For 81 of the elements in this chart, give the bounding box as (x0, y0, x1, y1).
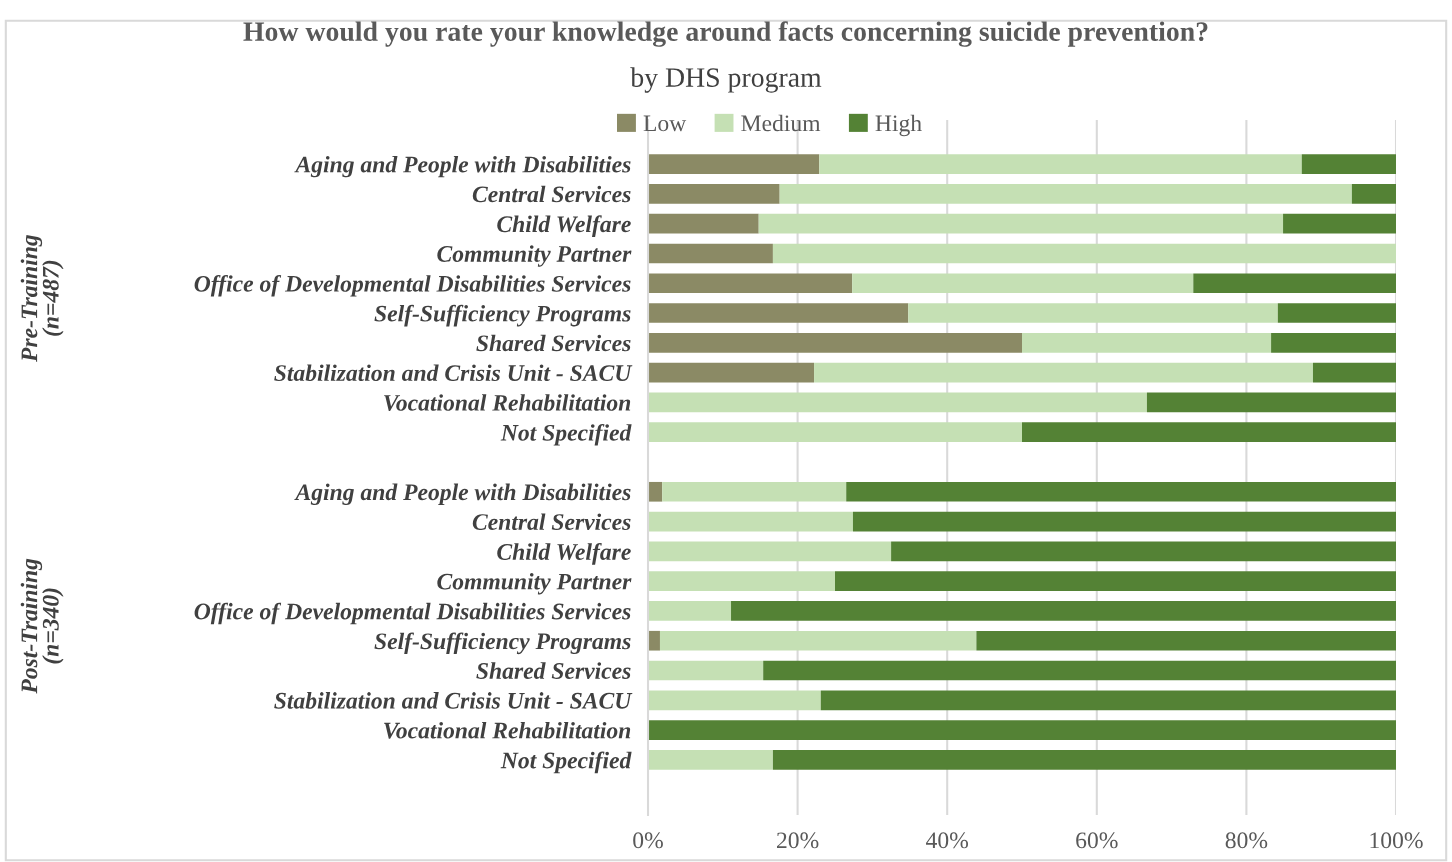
y-tick-label: Shared Services (476, 334, 631, 352)
bar (659, 630, 977, 651)
bar (772, 243, 1396, 264)
bar (1022, 333, 1272, 353)
bar (819, 154, 1302, 174)
y-tick-label: Aging and People with Disabilities (294, 483, 631, 505)
x-tick-label: 100% (1370, 832, 1423, 849)
bar (648, 660, 764, 681)
y-tick-label: Central Services (472, 513, 631, 530)
bar (648, 481, 663, 502)
bar (1351, 184, 1396, 204)
bar (1277, 303, 1396, 323)
bar (1283, 213, 1396, 234)
y-tick-label: Shared Services (476, 662, 631, 679)
bar (648, 273, 853, 294)
x-tick-label: 60% (1076, 832, 1118, 849)
bar (648, 630, 660, 651)
bar (648, 750, 773, 770)
bar (648, 333, 1022, 353)
y-tick-label: Child Welfare (497, 215, 631, 238)
bar (648, 511, 853, 532)
bar (891, 541, 1396, 562)
bar (648, 303, 909, 323)
bar (662, 481, 847, 502)
bar (731, 601, 1396, 621)
bar (1301, 154, 1396, 174)
x-tick-label: 80% (1225, 832, 1268, 849)
y-tick-label: Office of Developmental Disabilities Services (194, 274, 631, 297)
y-tick-label: Stabilization and Crisis Unit - SACU (274, 364, 633, 382)
bar (820, 690, 1396, 711)
y-tick-label: Community Partner (437, 572, 632, 595)
bar (772, 750, 1396, 770)
y-tick-label: Not Specified (500, 751, 632, 774)
bar (648, 184, 780, 204)
bar (908, 303, 1278, 323)
bar (976, 630, 1396, 651)
bar (852, 273, 1194, 294)
y-tick-label: Not Specified (500, 423, 632, 446)
bar (1193, 273, 1396, 294)
y-tick-label: Vocational Rehabilitation (384, 721, 631, 739)
bar (648, 720, 1396, 740)
bar (846, 481, 1396, 502)
bar (648, 154, 820, 174)
y-tick-label: Community Partner (437, 245, 632, 267)
bar (814, 362, 1313, 383)
bar (648, 243, 773, 264)
y-tick-label: Aging and People with Disabilities (294, 155, 631, 178)
y-tick-label: Office of Developmental Disabilities Services (194, 602, 631, 625)
bar (1022, 422, 1396, 443)
bar (758, 213, 1284, 234)
bar (648, 362, 815, 383)
text: Post-Training (n=340) (20, 558, 64, 694)
legend-label: Medium (741, 114, 821, 132)
legend-label: Low (643, 115, 687, 132)
x-tick-label: 40% (926, 832, 969, 849)
chart-subtitle: by DHS program (630, 67, 822, 93)
bar (779, 184, 1352, 204)
bar (648, 690, 821, 711)
y-tick-label: Stabilization and Crisis Unit - SACU (274, 692, 633, 709)
y-tick-label: Self-Sufficiency Programs (374, 304, 631, 327)
legend-label: High (875, 114, 922, 137)
y-tick-label: Child Welfare (497, 543, 631, 565)
bar (648, 392, 1147, 413)
bar (648, 541, 892, 562)
text: Pre-Training (n=487) (20, 234, 64, 362)
bar (763, 660, 1396, 681)
y-tick-label: Vocational Rehabilitation (384, 394, 631, 411)
x-tick-label: 20% (777, 832, 819, 849)
bar (835, 571, 1396, 591)
bar (1146, 392, 1396, 413)
bar (852, 511, 1396, 532)
x-tick-label: 0% (633, 832, 663, 849)
y-tick-label: Self-Sufficiency Programs (374, 632, 631, 655)
bar (648, 571, 835, 591)
bar (1312, 362, 1396, 383)
y-tick-label: Central Services (472, 185, 631, 203)
bar (648, 601, 732, 621)
bar (1271, 333, 1396, 353)
chart-title: How would you rate your knowledge around facts concerning suicide prevention? (243, 21, 1208, 47)
bar (648, 422, 1022, 443)
bar (648, 213, 759, 234)
